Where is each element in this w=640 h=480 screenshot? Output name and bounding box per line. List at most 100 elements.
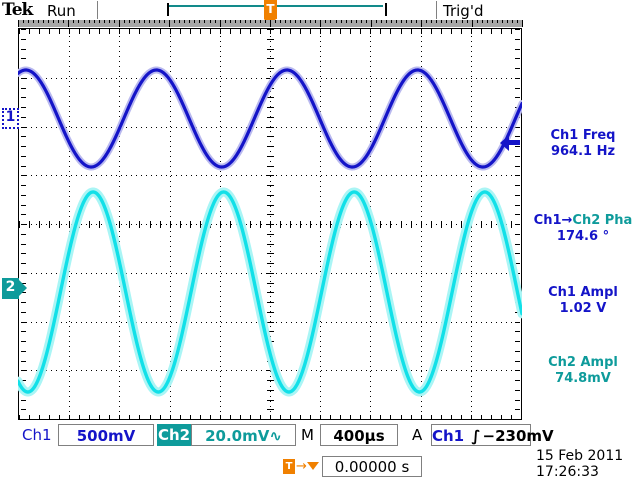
grid-dot xyxy=(291,370,292,371)
grid-dot xyxy=(466,273,467,274)
grid-dot xyxy=(111,273,112,274)
trigger-level-arrow-icon[interactable] xyxy=(500,135,520,152)
grid-dot xyxy=(391,175,392,176)
grid-dot xyxy=(69,301,70,302)
edge-tick xyxy=(150,29,151,34)
measurement-ch1-ch2-phase[interactable]: Ch1→Ch2 Pha 174.6 ° xyxy=(526,213,640,245)
grid-dot xyxy=(69,356,70,357)
grid-dot xyxy=(291,175,292,176)
edge-tick xyxy=(451,29,452,34)
grid-dot xyxy=(346,224,347,225)
grid-dot xyxy=(471,86,472,87)
grid-dot xyxy=(370,396,371,397)
grid-dot xyxy=(381,78,382,79)
grid-dot xyxy=(491,127,492,128)
grid-dot xyxy=(101,322,102,323)
grid-dot xyxy=(170,181,171,182)
trigger-settings-group[interactable]: Ch1 ∫ −230mV xyxy=(431,424,554,446)
edge-tick xyxy=(411,29,412,34)
grid-dot xyxy=(69,126,70,127)
grid-dot xyxy=(471,366,472,367)
edge-tick xyxy=(21,127,26,128)
ch2-tag-label[interactable]: Ch2 xyxy=(157,424,191,446)
grid-dot xyxy=(441,273,442,274)
ch1-tag-label[interactable]: Ch1 xyxy=(22,426,52,444)
trigger-position-icon[interactable]: T xyxy=(283,459,295,474)
ch1-scale-value[interactable]: 500mV xyxy=(58,424,154,446)
ruler-tick xyxy=(396,20,397,23)
grid-dot xyxy=(471,296,472,297)
grid-dot xyxy=(406,273,407,274)
channel-2-reference-marker[interactable]: 2 xyxy=(2,278,27,299)
grid-dot xyxy=(421,366,422,367)
grid-dot xyxy=(421,166,422,167)
grid-dot xyxy=(119,191,120,192)
grid-dot xyxy=(321,175,322,176)
edge-tick xyxy=(39,29,40,34)
axis-subtick xyxy=(99,221,100,228)
grid-dot xyxy=(69,66,70,67)
grid-dot xyxy=(36,273,37,274)
trigger-level-value: −230mV xyxy=(482,427,554,445)
edge-tick xyxy=(515,136,520,137)
grid-dot xyxy=(119,371,120,372)
axis-subtick xyxy=(267,380,274,381)
grid-dot xyxy=(69,321,70,322)
grid-dot xyxy=(201,273,202,274)
grid-dot xyxy=(471,146,472,147)
grid-dot xyxy=(426,224,427,225)
grid-dot xyxy=(56,78,57,79)
grid-dot xyxy=(56,273,57,274)
grid-dot xyxy=(221,78,222,79)
grid-dot xyxy=(41,127,42,128)
edge-tick xyxy=(21,322,26,323)
measurement-ch1-freq[interactable]: Ch1 Freq 964.1 Hz xyxy=(526,128,640,160)
grid-dot xyxy=(220,376,221,377)
grid-dot xyxy=(270,291,271,292)
trigger-position-value[interactable]: 0.00000 s xyxy=(322,456,422,477)
grid-dot xyxy=(56,175,57,176)
grid-dot xyxy=(296,127,297,128)
timebase-value[interactable]: 400µs xyxy=(320,424,398,446)
grid-dot xyxy=(496,175,497,176)
grid-dot xyxy=(146,322,147,323)
ch2-scale-value[interactable]: 20.0mV∿ xyxy=(191,424,296,446)
edge-tick xyxy=(109,29,110,34)
grid-dot xyxy=(320,81,321,82)
grid-dot xyxy=(270,411,271,412)
grid-dot xyxy=(396,273,397,274)
measurement-ch2-ampl[interactable]: Ch2 Ampl 74.8mV xyxy=(526,355,640,387)
grid-dot xyxy=(311,273,312,274)
edge-tick xyxy=(210,415,211,420)
trigger-tag-label[interactable]: A xyxy=(412,426,423,444)
axis-subtick xyxy=(180,221,181,228)
grid-dot xyxy=(511,175,512,176)
trigger-position-t-marker[interactable]: T xyxy=(264,0,277,19)
grid-dot xyxy=(101,175,102,176)
timebase-tag-label[interactable]: M xyxy=(301,426,314,444)
grid-dot xyxy=(181,224,182,225)
grid-dot xyxy=(386,78,387,79)
grid-dot xyxy=(370,181,371,182)
grid-dot xyxy=(126,78,127,79)
grid-dot xyxy=(156,78,157,79)
grid-dot xyxy=(471,176,472,177)
grid-dot xyxy=(236,322,237,323)
edge-tick xyxy=(300,29,301,34)
grid-dot xyxy=(221,273,222,274)
ruler-tick xyxy=(270,20,271,27)
grid-dot xyxy=(316,78,317,79)
measurement-ch1-freq-value: 964.1 Hz xyxy=(550,144,616,159)
measurement-ch1-ampl[interactable]: Ch1 Ampl 1.02 V xyxy=(526,285,640,317)
grid-dot xyxy=(370,206,371,207)
grid-dot xyxy=(96,273,97,274)
grid-dot xyxy=(69,381,70,382)
grid-dot xyxy=(31,127,32,128)
grid-dot xyxy=(119,66,120,67)
grid-dot xyxy=(331,78,332,79)
grid-dot xyxy=(171,322,172,323)
grid-dot xyxy=(86,127,87,128)
channel-1-reference-marker[interactable]: 1 xyxy=(2,108,27,129)
grid-dot xyxy=(496,127,497,128)
grid-dot xyxy=(320,351,321,352)
